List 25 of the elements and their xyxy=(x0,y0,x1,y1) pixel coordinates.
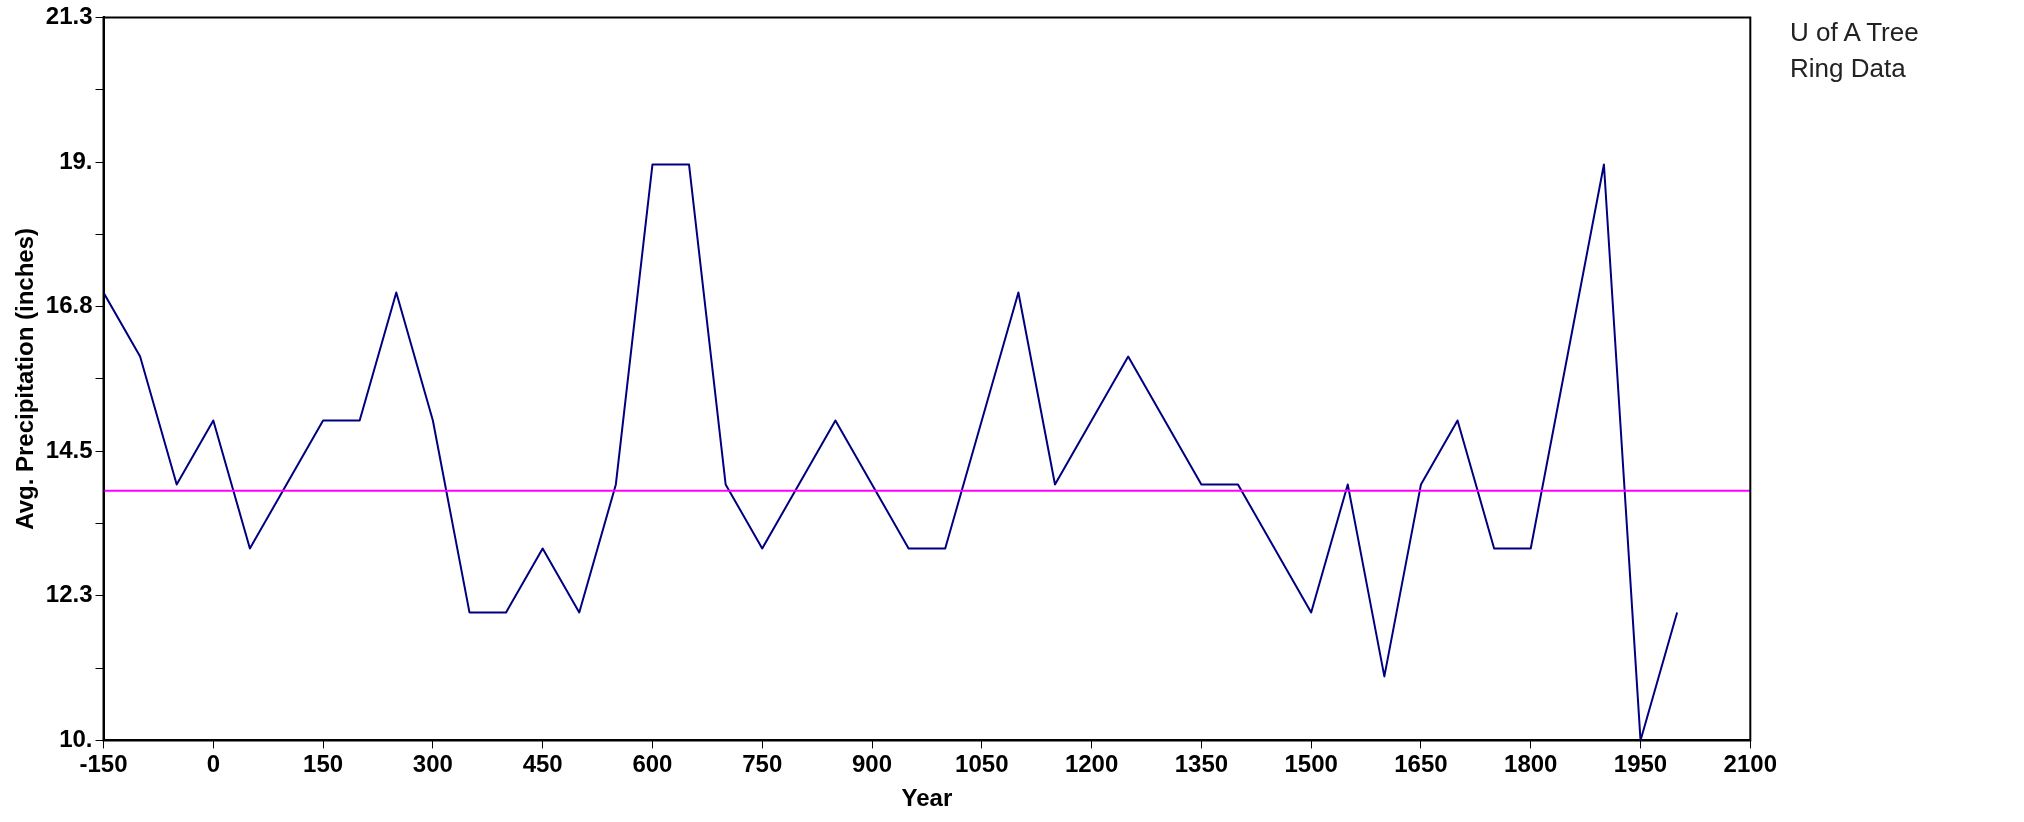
x-tick-label: 750 xyxy=(742,750,783,778)
y-tick-label: 12.3 xyxy=(45,580,93,608)
x-tick-label: 1350 xyxy=(1174,750,1229,778)
x-tick-label: 2100 xyxy=(1723,750,1777,778)
text: U of A Tree Ring Data xyxy=(1790,16,1920,85)
x-tick-label: 450 xyxy=(522,750,563,778)
y-tick-label: 16.8 xyxy=(45,291,93,319)
x-tick-label: 1800 xyxy=(1504,750,1558,778)
x-tick-label: 1500 xyxy=(1284,750,1338,778)
x-tick-label: 900 xyxy=(851,750,893,778)
y-tick-label: 10. xyxy=(59,725,93,753)
x-tick-label: 1650 xyxy=(1394,750,1448,778)
x-tick-label: 150 xyxy=(303,750,344,778)
y-tick-label: 21.3 xyxy=(45,2,93,30)
x-tick-label: 1200 xyxy=(1064,750,1119,778)
x-tick-label: 1950 xyxy=(1613,750,1668,778)
x-tick-label: -150 xyxy=(79,750,128,778)
x-tick-label: 600 xyxy=(632,750,673,778)
y-tick-label: 19. xyxy=(59,146,93,174)
x-axis-title: Year xyxy=(901,784,953,812)
x-tick-label: 0 xyxy=(206,750,220,778)
x-tick-label: 1050 xyxy=(955,750,1009,778)
x-tick-label: 300 xyxy=(412,750,453,778)
y-tick-label: 14.5 xyxy=(45,435,93,463)
y-axis-title: Avg. Precipitation (inches) xyxy=(11,227,39,530)
